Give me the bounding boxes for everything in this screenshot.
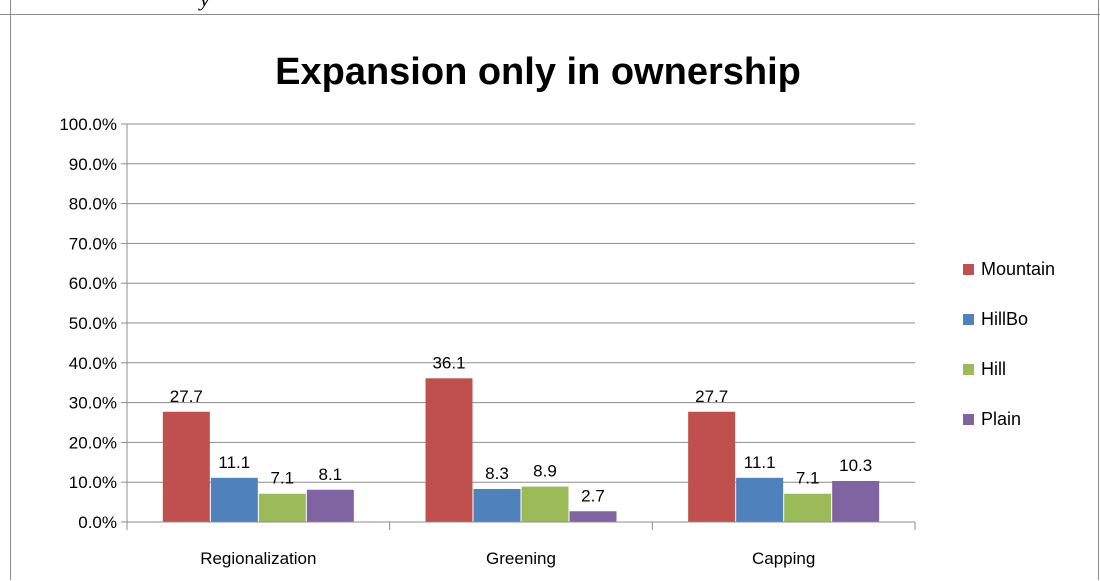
- data-label: 8.3: [485, 464, 509, 483]
- data-label: 7.1: [271, 469, 295, 488]
- bar-hill-regionalization: [258, 493, 306, 522]
- data-label: 7.1: [796, 469, 820, 488]
- bar-mountain-capping: [688, 411, 736, 522]
- bar-mountain-greening: [425, 378, 473, 522]
- bar-plain-regionalization: [306, 489, 354, 522]
- chart-title: Expansion only in ownership: [275, 51, 801, 93]
- y-axis-ticks: 0.0% 10.0% 20.0% 30.0% 40.0% 50.0% 60.0% 70.0% 8…: [59, 115, 127, 532]
- legend-label-plain: Plain: [981, 409, 1021, 429]
- data-labels: 27.7 11.1 7.1 8.1 36.1 8.3 8.9 2.7 27.7 11.1 7.1 10…: [170, 353, 872, 505]
- data-label: 11.1: [218, 453, 250, 472]
- y-tick-label: 100.0%: [59, 115, 117, 134]
- legend-label-mountain: Mountain: [981, 259, 1055, 279]
- data-label: 2.7: [581, 486, 605, 505]
- x-tick-label: Regionalization: [200, 549, 316, 568]
- y-tick-label: 80.0%: [69, 195, 117, 214]
- bars: [162, 378, 880, 522]
- y-tick-label: 90.0%: [69, 155, 117, 174]
- bar-plain-capping: [832, 481, 880, 522]
- data-label: 27.7: [695, 387, 728, 406]
- data-label: 11.1: [744, 453, 776, 472]
- y-tick-label: 0.0%: [78, 513, 117, 532]
- y-tick-label: 30.0%: [69, 394, 117, 413]
- legend-label-hill: Hill: [981, 359, 1006, 379]
- bar-hillbo-greening: [473, 488, 521, 522]
- data-label: 36.1: [432, 353, 465, 372]
- chart-frame: [10, 0, 1099, 580]
- bar-hillbo-regionalization: [210, 477, 258, 522]
- y-tick-label: 60.0%: [69, 274, 117, 293]
- x-tick-label: Capping: [752, 549, 815, 568]
- bar-hillbo-capping: [736, 477, 784, 522]
- x-axis: Regionalization Greening Capping: [126, 124, 916, 568]
- bar-hill-capping: [784, 493, 832, 522]
- y-tick-label: 40.0%: [69, 354, 117, 373]
- y-tick-label: 10.0%: [69, 473, 117, 492]
- data-label: 27.7: [170, 387, 203, 406]
- legend-swatch-mountain: [963, 264, 974, 275]
- data-label: 10.3: [839, 456, 872, 475]
- cropped-text: y: [200, 0, 210, 12]
- bar-plain-greening: [569, 511, 617, 522]
- data-label: 8.1: [319, 465, 343, 484]
- legend-swatch-hill: [963, 364, 974, 375]
- x-tick-label: Greening: [486, 549, 556, 568]
- legend-swatch-hillbo: [963, 314, 974, 325]
- data-label: 8.9: [533, 462, 557, 481]
- legend-label-hillbo: HillBo: [981, 309, 1028, 329]
- bar-mountain-regionalization: [162, 411, 210, 522]
- top-border-line: [0, 14, 1100, 15]
- y-tick-label: 50.0%: [69, 314, 117, 333]
- legend-swatch-plain: [963, 414, 974, 425]
- y-tick-label: 20.0%: [69, 433, 117, 452]
- y-tick-label: 70.0%: [69, 234, 117, 253]
- legend: Mountain HillBo Hill Plain: [963, 259, 1055, 429]
- bar-hill-greening: [521, 486, 569, 522]
